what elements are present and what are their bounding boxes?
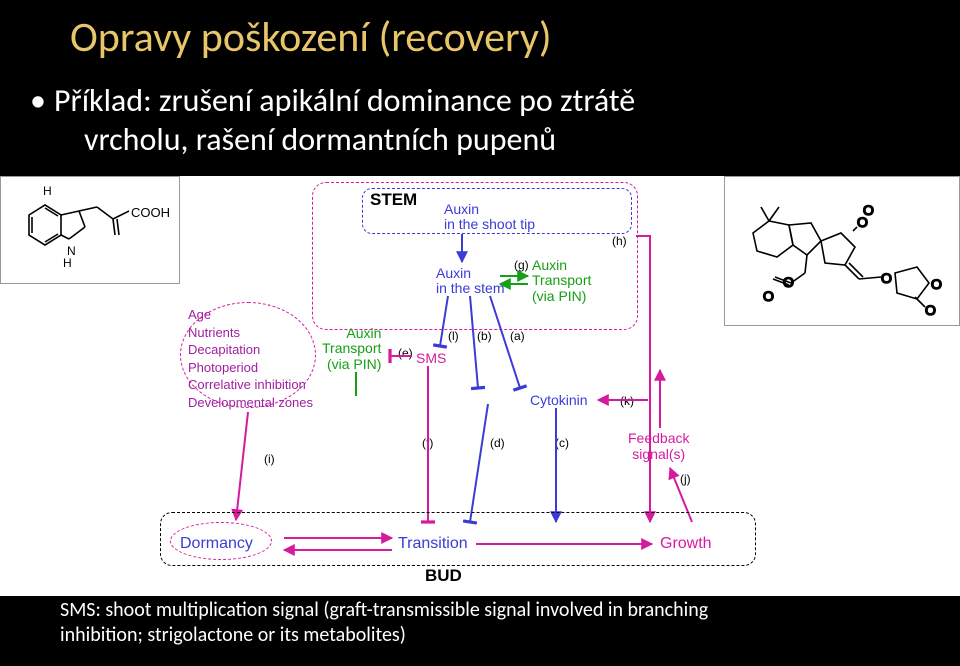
slide-title: Opravy poškození (recovery) [0,0,960,63]
bud-box [160,512,756,566]
svg-text:COOH: COOH [131,205,170,220]
bullet-text: •Příklad: zrušení apikální dominance po … [0,63,960,159]
bullet-line2: vrcholu, rašení dormantních pupenů [30,120,960,159]
svg-text:H: H [43,184,52,198]
bullet-line1: Příklad: zrušení apikální dominance po z… [54,81,635,120]
svg-text:O: O [925,302,936,318]
svg-text:O: O [881,270,892,286]
diagram-container: N H H COOH O O O [0,176,960,596]
svg-text:O: O [863,202,874,218]
svg-text:O: O [931,276,942,292]
svg-text:O: O [763,288,774,304]
svg-text:H: H [63,256,72,270]
chem-structure-iaa: N H H COOH [0,176,180,284]
chem-structure-strigolactone: O O O O O O O [724,176,960,326]
footer-caption: SMS: shoot multiplication signal (graft-… [60,598,708,648]
